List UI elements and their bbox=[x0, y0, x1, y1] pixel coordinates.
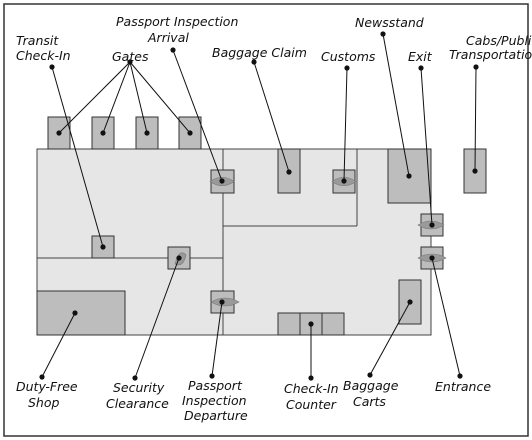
anchor-dot bbox=[407, 299, 413, 305]
label-passport-inspection-arrival: Passport Inspection Arrival bbox=[116, 14, 242, 45]
anchor-dot bbox=[144, 130, 150, 136]
label-duty-free-shop: Duty-Free Shop bbox=[16, 379, 82, 410]
checkin-counter-section bbox=[277, 312, 301, 336]
anchor-dot bbox=[406, 173, 412, 179]
duty-free-shop-area bbox=[36, 290, 126, 336]
label-newsstand: Newsstand bbox=[355, 15, 424, 30]
anchor-dot bbox=[127, 59, 133, 65]
transit-checkin-leader bbox=[51, 66, 104, 248]
anchor-dot bbox=[457, 373, 463, 379]
duty-free-leader bbox=[41, 312, 76, 378]
entrance-leader bbox=[431, 257, 461, 377]
anchor-dot bbox=[187, 130, 193, 136]
passport-arrival-leader bbox=[172, 49, 223, 182]
anchor-dot bbox=[367, 372, 373, 378]
security-leader bbox=[134, 257, 180, 379]
anchor-dots bbox=[39, 31, 479, 381]
anchor-dot bbox=[100, 130, 106, 136]
label-baggage-carts: Baggage Carts bbox=[343, 378, 402, 409]
anchor-dot bbox=[418, 65, 424, 71]
anchor-dot bbox=[308, 321, 314, 327]
cabs-leader bbox=[474, 66, 477, 172]
anchor-dot bbox=[473, 64, 479, 70]
gates-leader bbox=[129, 61, 148, 134]
anchor-dot bbox=[49, 64, 55, 70]
anchor-dot bbox=[56, 130, 62, 136]
anchor-dot bbox=[132, 375, 138, 381]
anchor-dot bbox=[219, 178, 225, 184]
label-transit-checkin: Transit Check-In bbox=[16, 33, 71, 63]
anchor-dot bbox=[286, 169, 292, 175]
label-checkin-counter: Check-In Counter bbox=[284, 381, 343, 412]
customs-leader bbox=[343, 67, 348, 182]
label-entrance: Entrance bbox=[435, 379, 491, 394]
anchor-dot bbox=[100, 244, 106, 250]
baggage-claim-leader bbox=[253, 61, 290, 173]
anchor-dot bbox=[219, 299, 225, 305]
anchor-dot bbox=[170, 47, 176, 53]
anchor-dot bbox=[429, 255, 435, 261]
gates-leader bbox=[129, 61, 191, 134]
anchor-dot bbox=[176, 255, 182, 261]
anchor-dot bbox=[251, 59, 257, 65]
anchor-dot bbox=[72, 310, 78, 316]
label-security-clearance: Security Clearance bbox=[106, 380, 169, 411]
label-baggage-claim: Baggage Claim bbox=[212, 45, 307, 60]
baggage-carts-leader bbox=[369, 301, 411, 376]
label-cabs-public-transportation: Cabs/Public Transportation bbox=[449, 33, 532, 62]
exit-leader bbox=[420, 67, 433, 226]
anchor-dot bbox=[472, 168, 478, 174]
gates-leader bbox=[102, 61, 131, 134]
departure-passage-marker bbox=[210, 297, 240, 307]
anchor-dot bbox=[39, 374, 45, 380]
label-exit: Exit bbox=[408, 49, 433, 64]
anchor-dot bbox=[209, 373, 215, 379]
label-customs: Customs bbox=[321, 49, 376, 64]
anchor-dot bbox=[341, 178, 347, 184]
passport-departure-leader bbox=[211, 301, 223, 377]
label-passport-inspection-departure: Passport Inspection Departure bbox=[182, 378, 251, 423]
gates-leader bbox=[58, 61, 131, 134]
checkin-counter-section bbox=[321, 312, 345, 336]
label-gates: Gates bbox=[112, 49, 149, 64]
anchor-dot bbox=[344, 65, 350, 71]
anchor-dot bbox=[429, 222, 435, 228]
leader-lines bbox=[41, 33, 477, 379]
anchor-dot bbox=[308, 375, 314, 381]
anchor-dot bbox=[380, 31, 386, 37]
newsstand-leader bbox=[382, 33, 410, 177]
